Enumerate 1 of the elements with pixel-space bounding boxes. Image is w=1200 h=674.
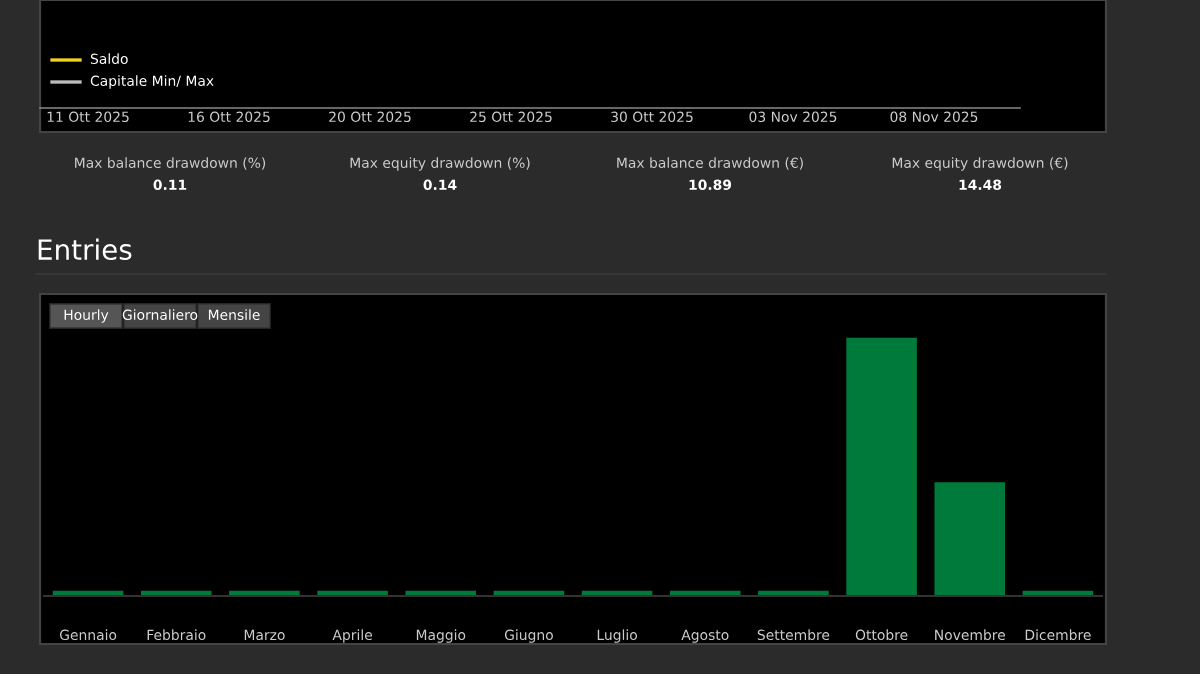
chart-title: Entries — [38, 238, 132, 261]
